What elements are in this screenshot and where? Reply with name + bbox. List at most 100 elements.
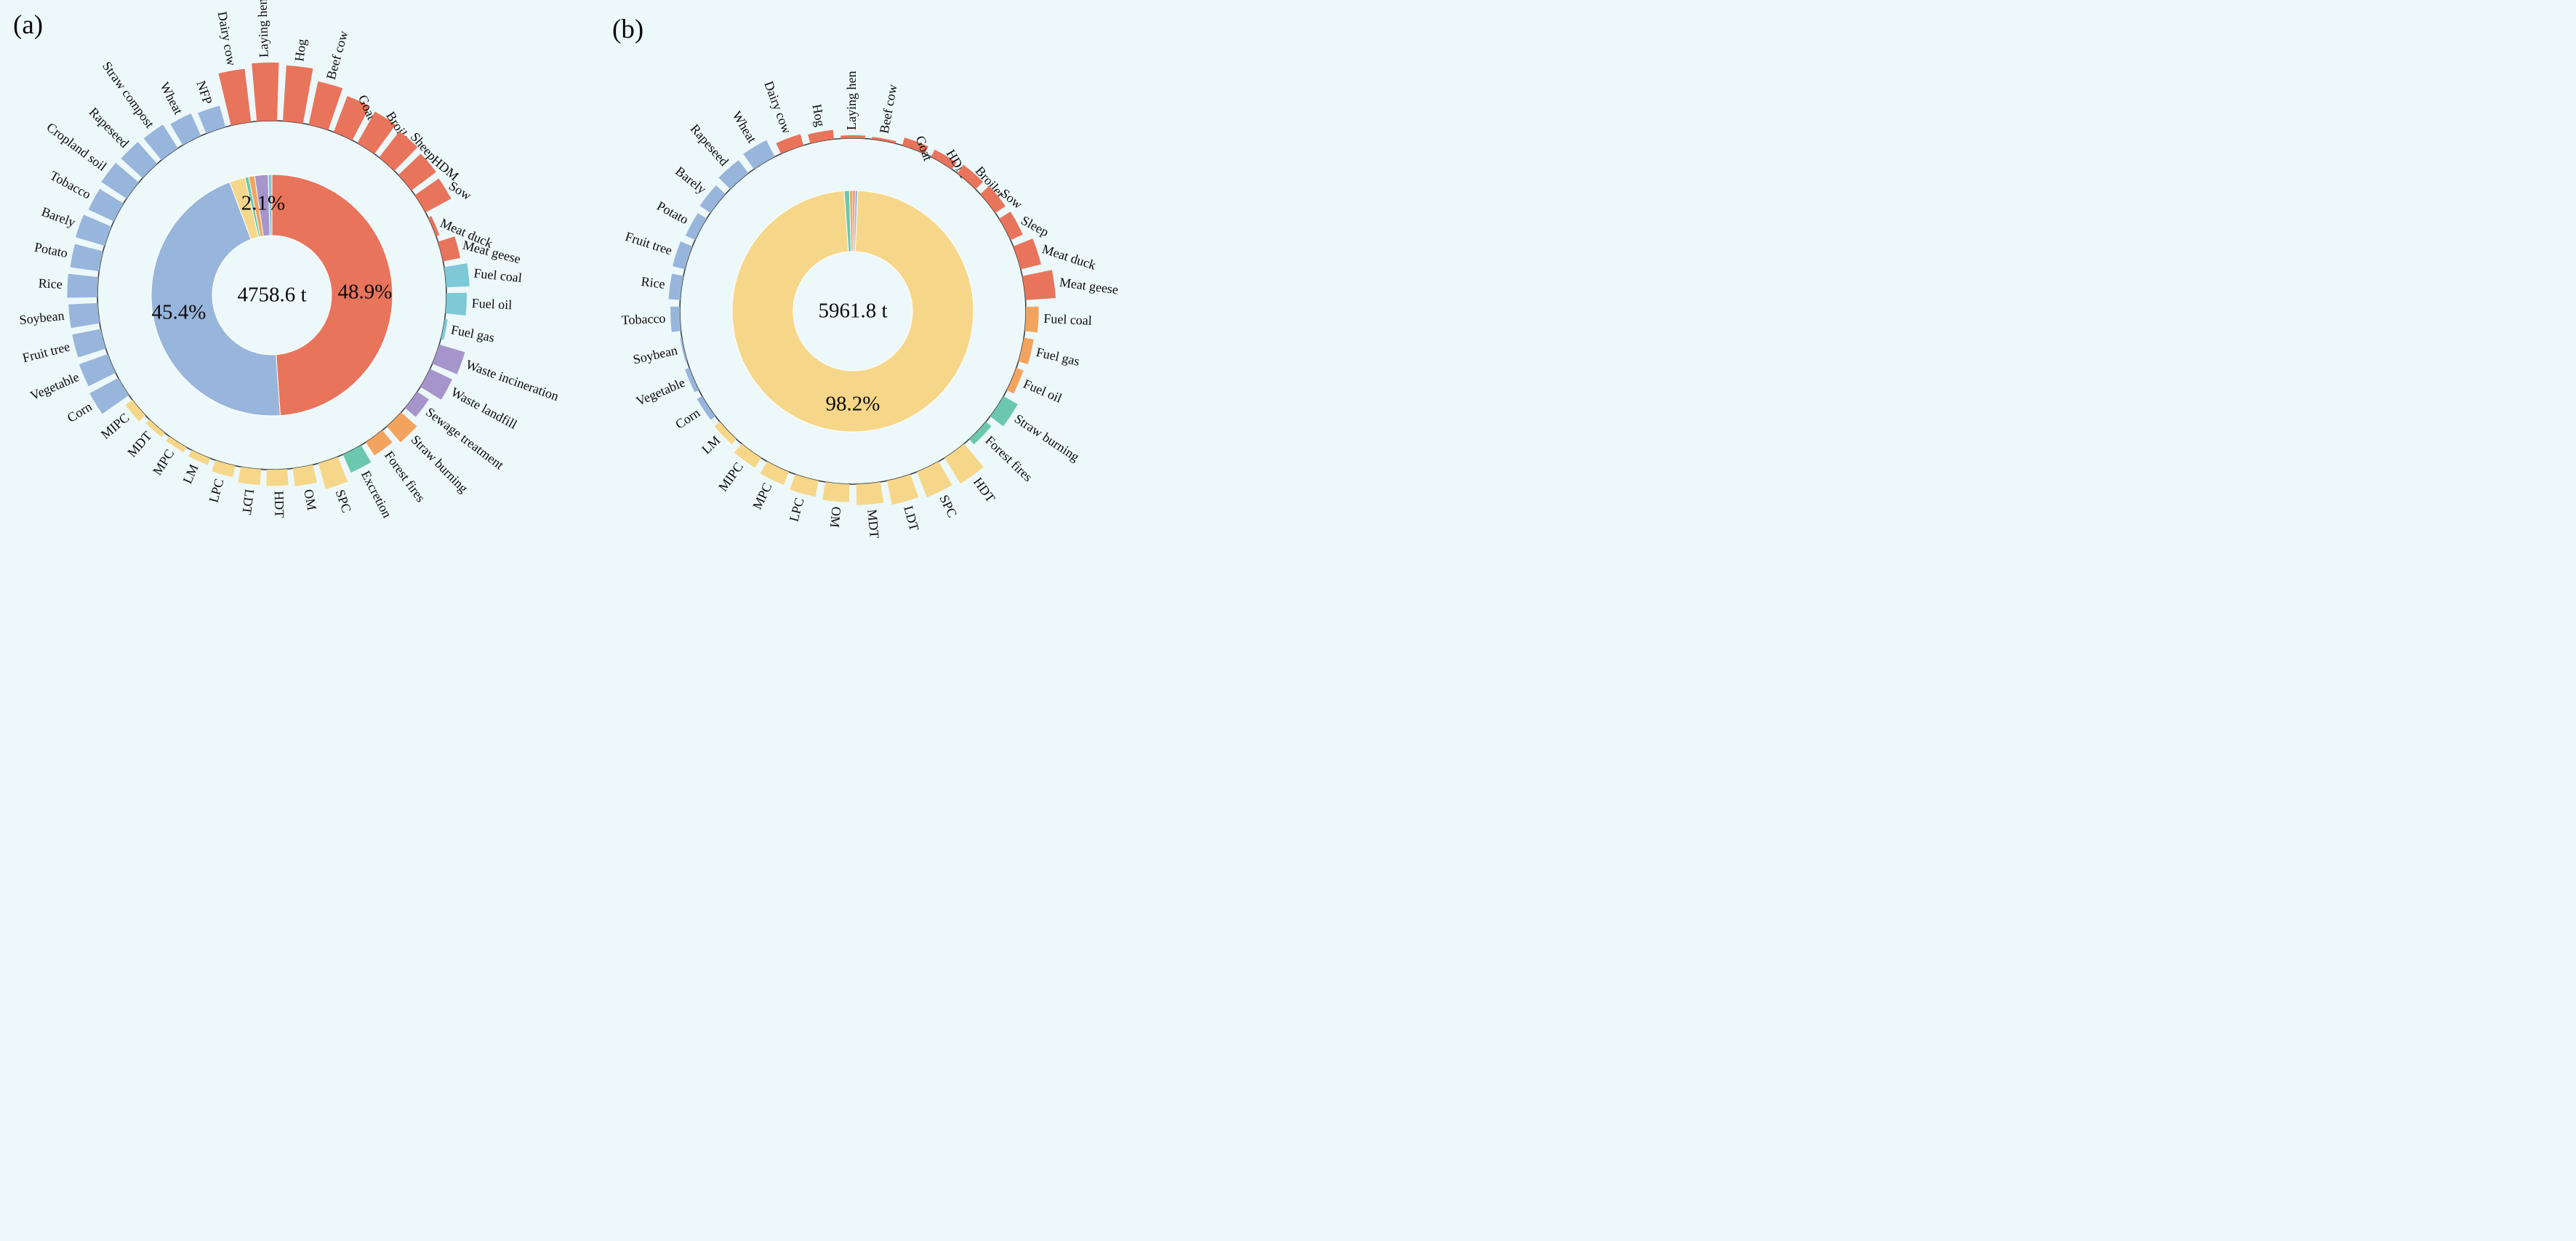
bar-fuel-oil: [445, 292, 468, 316]
bar-meat-geese: [1022, 270, 1056, 300]
bar-label-mpc: MPC: [750, 481, 775, 512]
donut-slice-soil: [731, 190, 974, 433]
bar-mipc: [125, 400, 146, 422]
bar-label-lm: LM: [180, 462, 201, 486]
bar-label-fuel-oil: Fuel oil: [1022, 376, 1064, 405]
bar-label-laying-hen: Laying hen: [254, 0, 270, 57]
bar-label-excretion: Excretion: [358, 468, 395, 520]
bar-sleep: [999, 212, 1023, 241]
bar-label-ldt: LDT: [901, 504, 922, 532]
bar-label-forest-fires: Forest fires: [982, 433, 1035, 484]
bar-label-corn: Corn: [673, 405, 702, 432]
bar-hdm: [398, 153, 436, 190]
bar-mpc: [166, 436, 187, 453]
bar-label-rapeseed: Rapeseed: [688, 121, 731, 169]
bar-label-barely: Barely: [40, 204, 78, 230]
bar-straw-burning: [990, 395, 1018, 427]
bar-label-mdt: MDT: [864, 509, 881, 539]
bar-tobacco: [670, 306, 681, 332]
bar-label-meat-duck: Meat duck: [1040, 241, 1098, 273]
bar-meat-duck: [1013, 238, 1041, 270]
bar-label-sleep: Sleep: [1019, 213, 1051, 240]
bar-dairy-cow: [218, 68, 252, 126]
bar-label-fuel-coal: Fuel coal: [1043, 311, 1092, 328]
bar-label-fruit-tree: Fruit tree: [624, 229, 674, 258]
bar-label-spc: SPC: [936, 492, 960, 520]
bar-rice: [67, 273, 99, 298]
bar-vegetable: [685, 367, 699, 393]
bar-lm: [714, 421, 737, 445]
bar-label-lpc: LPC: [787, 497, 807, 523]
bar-tobacco: [88, 188, 124, 222]
bar-cropland-soil: [101, 162, 139, 199]
bar-hdm: [931, 149, 957, 169]
bar-sheep: [379, 131, 418, 171]
bar-straw-compost: [143, 124, 178, 161]
donut-slice-crops: [151, 181, 281, 417]
bar-fuel-oil: [1006, 368, 1024, 394]
bar-label-meat-geese: Meat geese: [1059, 275, 1119, 297]
center-total-a: 4758.6 t: [237, 283, 307, 307]
bar-label-vegetable: Vegetable: [28, 369, 81, 403]
bar-ldt: [238, 467, 261, 486]
bar-label-soybean: Soybean: [632, 342, 679, 366]
bar-label-hdm: HDM: [429, 153, 462, 183]
bar-wheat: [743, 140, 775, 169]
donut-pct-livestock-a: 48.9%: [337, 280, 393, 304]
donut-slice-fuel: [848, 190, 854, 252]
bar-label-fruit-tree: Fruit tree: [21, 339, 71, 365]
bar-sewage-treatment: [405, 391, 429, 417]
bar-label-wheat: Wheat: [157, 80, 185, 117]
bar-beef-cow: [308, 81, 343, 130]
bar-hdt: [266, 469, 289, 486]
bar-label-rapeseed: Rapeseed: [87, 105, 132, 150]
bar-nfp: [198, 105, 226, 134]
bar-fuel-coal: [1024, 306, 1039, 333]
bar-soybean: [68, 302, 100, 329]
dual-polar-chart-figure: (a) (b) Dairy cow Laying hen Hog Beef cow Go…: [0, 0, 1140, 550]
bar-om: [822, 481, 850, 502]
panel-b-title: (b): [612, 15, 644, 44]
bar-label-ldt: LDT: [239, 489, 257, 515]
bar-laying-hen: [252, 62, 279, 121]
donut-pct-soil-a: 2.1%: [241, 191, 286, 215]
donut-pct-crops-a: 45.4%: [151, 300, 206, 324]
bar-ldt: [887, 474, 919, 505]
bar-label-fuel-gas: Fuel gas: [450, 322, 496, 345]
bar-label-vegetable: Vegetable: [634, 375, 687, 409]
donut-slice-fuel: [268, 174, 273, 236]
bar-label-tobacco: Tobacco: [621, 311, 666, 328]
bar-label-tobacco: Tobacco: [48, 168, 94, 201]
bar-barely: [699, 185, 726, 213]
bar-label-laying-hen: Laying hen: [844, 71, 859, 130]
bar-soybean: [680, 337, 688, 362]
bar-rapeseed: [718, 160, 749, 190]
bar-label-lpc: LPC: [206, 477, 226, 504]
bar-dairy-cow: [776, 134, 804, 154]
bar-label-forest-fires: Forest fires: [382, 449, 428, 505]
bar-sow: [980, 185, 1006, 214]
bar-hdt: [944, 443, 984, 484]
bar-spc: [916, 461, 952, 498]
bar-potato: [685, 213, 707, 241]
bar-label-hog: Hog: [292, 38, 309, 62]
bar-label-nfp: NFP: [193, 79, 215, 106]
bar-label-beef-cow: Beef cow: [877, 83, 900, 134]
bar-fruit-tree: [673, 241, 693, 270]
bar-label-om: OM: [827, 506, 844, 529]
bar-meat-duck: [428, 216, 440, 236]
bar-rapeseed: [121, 142, 158, 178]
bar-label-straw-burning: Straw burning: [1012, 411, 1083, 464]
polar-bar-chart-a: Dairy cow Laying hen Hog Beef cowGoatBroile…: [19, 0, 561, 520]
bar-label-mpc: MPC: [150, 446, 177, 478]
bar-broiler: [957, 164, 983, 190]
bar-laying-hen: [840, 135, 865, 139]
bar-wheat: [170, 113, 201, 145]
bar-rice: [668, 273, 683, 300]
bar-waste-landfill: [420, 369, 452, 400]
panel-a-title: (a): [13, 10, 44, 40]
bar-label-hog: Hog: [809, 103, 827, 128]
bar-label-wheat: Wheat: [729, 108, 759, 145]
bar-beef-cow: [872, 137, 896, 144]
